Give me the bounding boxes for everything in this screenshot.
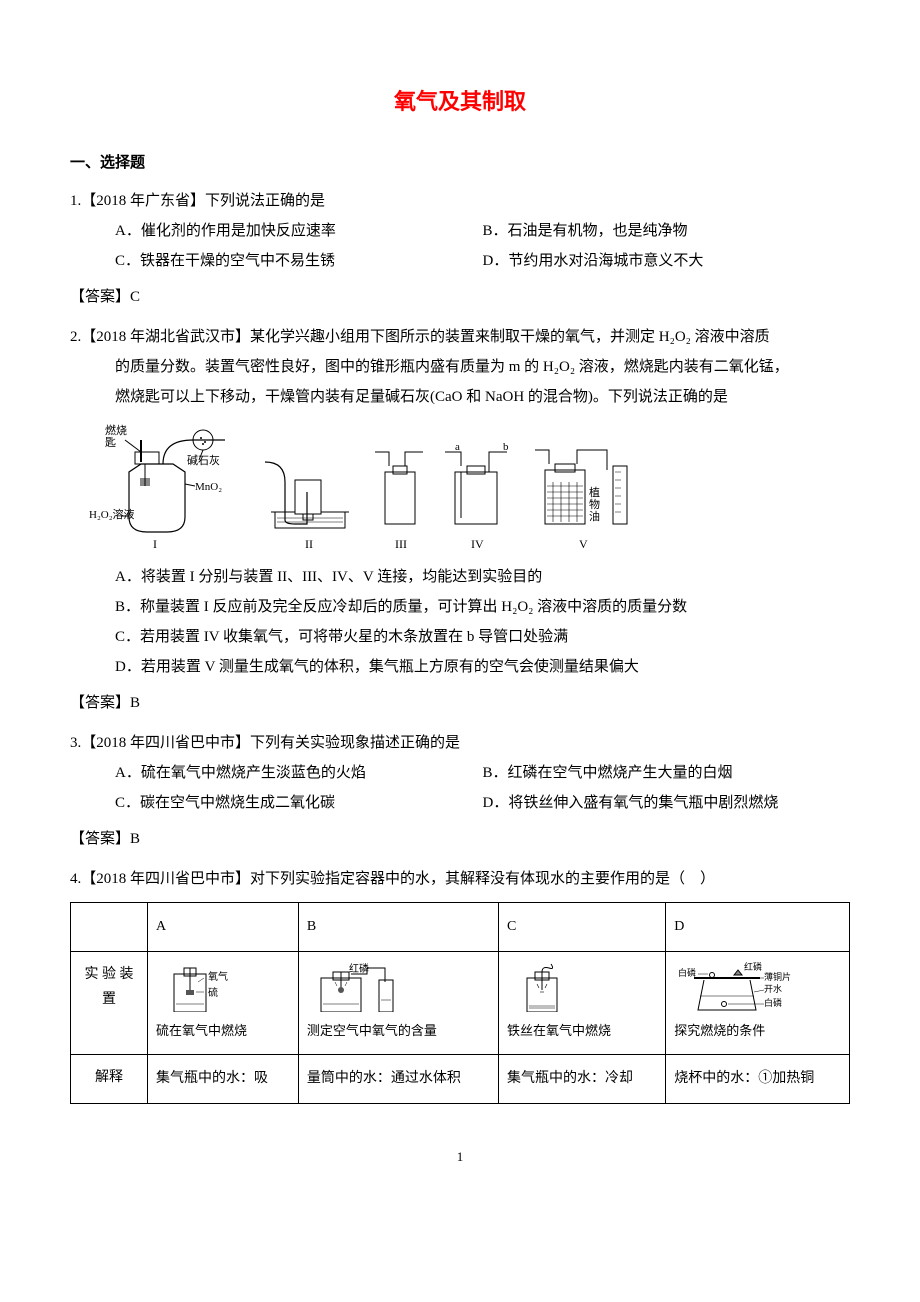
q2-option-b: B．称量装置 I 反应前及完全反应冷却后的质量，可计算出 H₂O₂ 溶液中溶质的…: [115, 592, 850, 622]
svg-text:II: II: [305, 537, 313, 551]
cell-device-c: 铁丝在氧气中燃烧: [498, 952, 665, 1055]
col-b: B: [298, 903, 498, 952]
table-explain-row: 解释 集气瓶中的水：吸 量筒中的水：通过水体积 集气瓶中的水：冷却 烧杯中的水：…: [71, 1055, 850, 1104]
diagram-d-icon: 白磷 红磷 薄铜片 开水 白磷: [674, 962, 804, 1012]
cell-explain-c: 集气瓶中的水：冷却: [498, 1055, 665, 1104]
q3-answer: 【答案】B: [70, 824, 850, 854]
q2-stem-3: 燃烧匙可以上下移动，干燥管内装有足量碱石灰(CaO 和 NaOH 的混合物)。下…: [70, 382, 850, 412]
diagram-a-icon: 氧气 硫: [156, 962, 246, 1012]
q2-answer: 【答案】B: [70, 688, 850, 718]
table-device-row: 实 验 装 置 氧气 硫 硫在氧气中燃烧: [71, 952, 850, 1055]
q1-answer: 【答案】C: [70, 282, 850, 312]
svg-text:V: V: [579, 537, 588, 551]
table-header-row: A B C D: [71, 903, 850, 952]
svg-text:IV: IV: [471, 537, 484, 551]
col-c: C: [498, 903, 665, 952]
col-d: D: [666, 903, 850, 952]
question-3: 3.【2018 年四川省巴中市】下列有关实验现象描述正确的是 A．硫在氧气中燃烧…: [70, 728, 850, 818]
svg-text:b: b: [503, 441, 509, 453]
q4-table: A B C D 实 验 装 置 氧气 硫 硫在氧气中燃烧: [70, 902, 850, 1104]
q2-diagram: 燃烧 匙 H₂O₂溶液 MnO₂ 碱石灰 I: [85, 422, 850, 552]
q3-option-a: A．硫在氧气中燃烧产生淡蓝色的火焰: [115, 758, 483, 788]
q1-option-d: D．节约用水对沿海城市意义不大: [483, 246, 851, 276]
page-number: 1: [70, 1144, 850, 1170]
svg-text:薄铜片: 薄铜片: [764, 971, 791, 982]
section-header: 一、选择题: [70, 148, 850, 178]
svg-text:III: III: [395, 537, 407, 551]
q1-option-c: C．铁器在干燥的空气中不易生锈: [115, 246, 483, 276]
row-label-explain: 解释: [71, 1055, 148, 1104]
svg-text:H₂O₂溶液: H₂O₂溶液: [89, 507, 135, 521]
svg-text:硫: 硫: [208, 986, 218, 999]
label-spoon: 燃烧: [105, 423, 127, 437]
col-a: A: [148, 903, 299, 952]
svg-text:开水: 开水: [764, 983, 782, 994]
svg-text:氧气: 氧气: [208, 970, 228, 983]
cell-explain-b: 量筒中的水：通过水体积: [298, 1055, 498, 1104]
q3-option-b: B．红磷在空气中燃烧产生大量的白烟: [483, 758, 851, 788]
svg-text:植: 植: [589, 485, 600, 499]
q4-stem: 4.【2018 年四川省巴中市】对下列实验指定容器中的水，其解释没有体现水的主要…: [70, 864, 850, 894]
svg-text:碱石灰: 碱石灰: [187, 453, 220, 467]
question-4: 4.【2018 年四川省巴中市】对下列实验指定容器中的水，其解释没有体现水的主要…: [70, 864, 850, 1104]
svg-text:a: a: [455, 441, 460, 453]
q1-option-a: A．催化剂的作用是加快反应速率: [115, 216, 483, 246]
q3-option-d: D．将铁丝伸入盛有氧气的集气瓶中剧烈燃烧: [483, 788, 851, 818]
q1-option-b: B．石油是有机物，也是纯净物: [483, 216, 851, 246]
row-label-device: 实 验 装 置: [71, 952, 148, 1055]
q1-stem: 1.【2018 年广东省】下列说法正确的是: [70, 186, 850, 216]
q2-option-a: A．将装置 I 分别与装置 II、III、IV、V 连接，均能达到实验目的: [115, 562, 850, 592]
q2-option-c: C．若用装置 IV 收集氧气，可将带火星的木条放置在 b 导管口处验满: [115, 622, 850, 652]
svg-text:红磷: 红磷: [744, 962, 762, 972]
svg-text:物: 物: [589, 497, 600, 511]
cell-explain-a: 集气瓶中的水：吸: [148, 1055, 299, 1104]
cell-explain-d: 烧杯中的水：①加热铜: [666, 1055, 850, 1104]
q3-stem: 3.【2018 年四川省巴中市】下列有关实验现象描述正确的是: [70, 728, 850, 758]
svg-text:I: I: [153, 537, 157, 551]
diagram-c-icon: [507, 962, 587, 1012]
svg-text:MnO₂: MnO₂: [195, 481, 222, 493]
svg-text:白磷: 白磷: [764, 997, 782, 1008]
svg-text:油: 油: [589, 509, 600, 523]
document-title: 氧气及其制取: [70, 80, 850, 124]
svg-text:匙: 匙: [105, 436, 116, 449]
q3-option-c: C．碳在空气中燃烧生成二氧化碳: [115, 788, 483, 818]
question-2: 2.【2018 年湖北省武汉市】某化学兴趣小组用下图所示的装置来制取干燥的氧气，…: [70, 322, 850, 682]
q2-option-d: D．若用装置 V 测量生成氧气的体积，集气瓶上方原有的空气会使测量结果偏大: [115, 652, 850, 682]
q2-stem-1: 2.【2018 年湖北省武汉市】某化学兴趣小组用下图所示的装置来制取干燥的氧气，…: [70, 322, 850, 352]
diagram-b-icon: 红磷: [307, 962, 427, 1012]
question-1: 1.【2018 年广东省】下列说法正确的是 A．催化剂的作用是加快反应速率 B．…: [70, 186, 850, 276]
cell-device-d: 白磷 红磷 薄铜片 开水 白磷 探究燃烧的条件: [666, 952, 850, 1055]
cell-device-b: 红磷 测定空气中氧气的含量: [298, 952, 498, 1055]
cell-device-a: 氧气 硫 硫在氧气中燃烧: [148, 952, 299, 1055]
svg-text:红磷: 红磷: [349, 962, 369, 975]
svg-text:白磷: 白磷: [678, 967, 696, 978]
q2-stem-2: 的质量分数。装置气密性良好，图中的锥形瓶内盛有质量为 m 的 H₂O₂ 溶液，燃…: [70, 352, 850, 382]
